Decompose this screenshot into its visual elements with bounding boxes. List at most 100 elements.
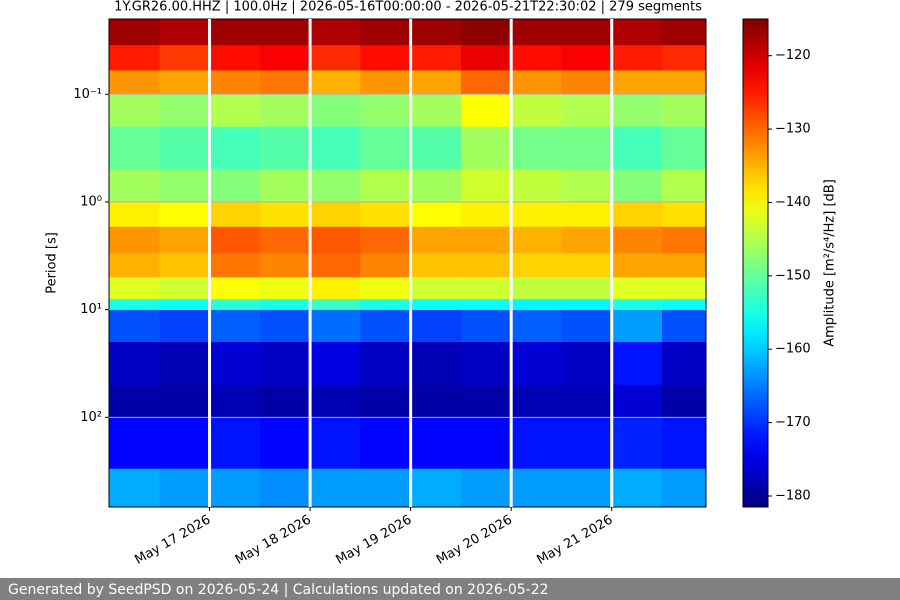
heatmap-cell xyxy=(662,299,707,311)
heatmap-cell xyxy=(561,299,613,311)
heatmap-cell xyxy=(511,277,562,300)
heatmap-cell xyxy=(360,253,412,278)
heatmap-cell xyxy=(259,226,311,254)
heatmap-cell xyxy=(511,19,562,46)
heatmap-cell xyxy=(561,253,613,278)
heatmap-cell xyxy=(209,417,261,470)
y-axis-label: Period [s] xyxy=(45,232,60,294)
x-tick-label: May 19 2026 xyxy=(333,513,414,568)
heatmap-cell xyxy=(511,309,562,343)
heatmap-cell xyxy=(109,277,160,300)
heatmap-cell xyxy=(611,309,663,343)
heatmap-cell xyxy=(159,417,211,470)
colorbar-tick-label: −140 xyxy=(775,195,811,210)
x-tick-label: May 17 2026 xyxy=(132,513,213,568)
heatmap-cell xyxy=(662,94,707,128)
heatmap-cell xyxy=(109,309,160,343)
heatmap-cell xyxy=(561,169,613,203)
heatmap-cell xyxy=(159,299,211,311)
y-tick-label: 10¹ xyxy=(80,302,102,317)
heatmap-cell xyxy=(662,201,707,228)
heatmap-cell xyxy=(511,169,562,203)
heatmap-cell xyxy=(611,169,663,203)
heatmap-cell xyxy=(310,417,361,470)
heatmap-cell xyxy=(410,45,462,71)
heatmap-cell xyxy=(410,94,462,128)
heatmap-cell xyxy=(209,226,261,254)
heatmap-cell xyxy=(410,342,462,386)
heatmap-cell xyxy=(460,417,512,470)
heatmap-cell xyxy=(209,253,261,278)
heatmap-cell xyxy=(460,226,512,254)
heatmap-cell xyxy=(511,253,562,278)
heatmap-cell xyxy=(159,169,211,203)
heatmap-cell xyxy=(460,19,512,46)
heatmap-cell xyxy=(310,309,361,343)
heatmap-cell xyxy=(159,201,211,228)
x-tick-label: May 21 2026 xyxy=(535,513,616,568)
heatmap-cell xyxy=(511,94,562,128)
heatmap-cell xyxy=(109,45,160,71)
colorbar-tick-label: −130 xyxy=(775,122,811,137)
footer-bar xyxy=(0,578,900,600)
heatmap-cell xyxy=(159,277,211,300)
heatmap-cell xyxy=(209,299,261,311)
heatmap-cell xyxy=(109,94,160,128)
heatmap-cell xyxy=(109,417,160,470)
heatmap-cell xyxy=(410,299,462,311)
heatmap-cell xyxy=(561,126,613,171)
heatmap-cell xyxy=(662,45,707,71)
heatmap-cell xyxy=(209,201,261,228)
heatmap-cell xyxy=(460,277,512,300)
colorbar-tick-label: −120 xyxy=(775,48,811,63)
heatmap-cell xyxy=(159,468,211,508)
heatmap-cell xyxy=(310,384,361,418)
heatmap-cell xyxy=(259,70,311,95)
heatmap-cell xyxy=(611,342,663,386)
heatmap-cell xyxy=(259,277,311,300)
heatmap-cell xyxy=(662,226,707,254)
heatmap-cell xyxy=(511,384,562,418)
heatmap-cell xyxy=(109,253,160,278)
heatmap-cell xyxy=(410,277,462,300)
heatmap-cell xyxy=(159,70,211,95)
heatmap-cell xyxy=(561,277,613,300)
heatmap-cell xyxy=(259,309,311,343)
heatmap-cell xyxy=(561,309,613,343)
heatmap-cell xyxy=(360,19,412,46)
heatmap-cell xyxy=(109,226,160,254)
heatmap-cell xyxy=(511,70,562,95)
heatmap-cell xyxy=(310,169,361,203)
heatmap-cell xyxy=(159,45,211,71)
heatmap-cell xyxy=(259,468,311,508)
heatmap-cell xyxy=(209,70,261,95)
heatmap-cell xyxy=(360,299,412,311)
heatmap-cell xyxy=(561,70,613,95)
heatmap-cell xyxy=(159,342,211,386)
heatmap-cell xyxy=(611,468,663,508)
heatmap-cell xyxy=(460,299,512,311)
heatmap-cell xyxy=(410,226,462,254)
heatmap-cell xyxy=(611,384,663,418)
heatmap-cell xyxy=(611,253,663,278)
heatmap-cell xyxy=(410,384,462,418)
heatmap-cell xyxy=(259,384,311,418)
heatmap-cell xyxy=(460,201,512,228)
heatmap-cell xyxy=(310,299,361,311)
heatmap-cell xyxy=(611,201,663,228)
heatmap-cell xyxy=(460,384,512,418)
heatmap-cell xyxy=(109,468,160,508)
heatmap-cell xyxy=(662,468,707,508)
heatmap-cell xyxy=(310,126,361,171)
footer-text: Generated by SeedPSD on 2026-05-24 | Cal… xyxy=(8,582,549,598)
heatmap-cell xyxy=(410,253,462,278)
heatmap-cell xyxy=(561,226,613,254)
heatmap-cell xyxy=(209,94,261,128)
heatmap-cell xyxy=(460,309,512,343)
heatmap-cell xyxy=(209,277,261,300)
heatmap-cell xyxy=(410,70,462,95)
heatmap-cell xyxy=(310,201,361,228)
heatmap-cell xyxy=(561,45,613,71)
heatmap-cell xyxy=(159,19,211,46)
